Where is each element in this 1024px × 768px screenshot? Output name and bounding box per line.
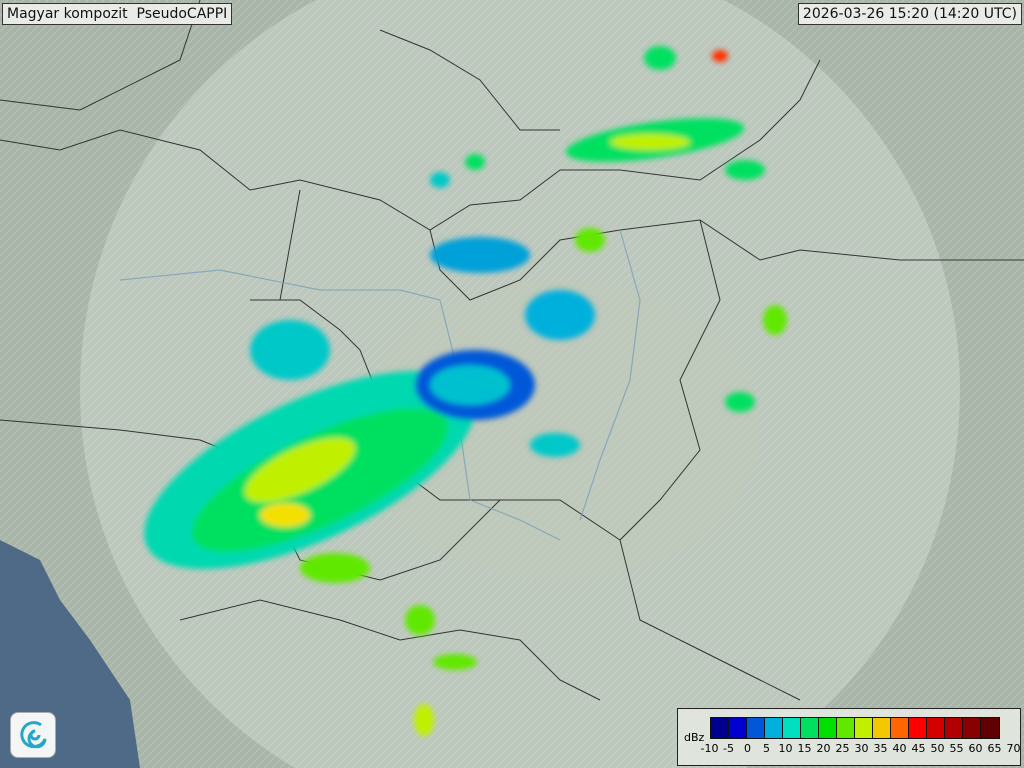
legend-swatch <box>927 718 945 738</box>
legend-tick: 10 <box>778 742 793 755</box>
timestamp: 2026-03-26 15:20 (14:20 UTC) <box>797 3 1022 25</box>
precipitation-echoes <box>144 46 787 736</box>
legend-tick: 55 <box>949 742 964 755</box>
legend-ticks: -10 -5 0 5 10 15 20 25 30 35 40 45 50 55 60 65 70 <box>700 742 1023 755</box>
legend-swatch <box>963 718 981 738</box>
legend-unit: dBz <box>684 731 705 744</box>
legend-tick: 45 <box>911 742 926 755</box>
legend-tick: 30 <box>854 742 869 755</box>
legend-swatch <box>819 718 837 738</box>
legend-tick: 5 <box>763 742 770 755</box>
swirl-logo-icon <box>10 712 56 758</box>
legend-tick: 0 <box>744 742 751 755</box>
legend-swatch <box>765 718 783 738</box>
legend-swatch <box>981 718 999 738</box>
legend-tick: 50 <box>930 742 945 755</box>
legend-swatch <box>891 718 909 738</box>
legend-tick: -10 <box>700 742 719 755</box>
legend-tick: 40 <box>892 742 907 755</box>
legend-swatch <box>945 718 963 738</box>
legend-swatch <box>909 718 927 738</box>
adriatic-sea <box>0 540 140 768</box>
legend-tick: 65 <box>987 742 1002 755</box>
legend-swatch <box>711 718 729 738</box>
legend-tick: 70 <box>1006 742 1021 755</box>
dbz-legend: dBz -10 -5 0 5 10 15 20 25 30 35 40 45 50 55 60 65 70 <box>677 708 1021 766</box>
legend-swatch <box>837 718 855 738</box>
legend-swatch <box>729 718 747 738</box>
legend-swatch <box>855 718 873 738</box>
legend-swatch <box>747 718 765 738</box>
legend-tick: 35 <box>873 742 888 755</box>
color-scale <box>710 717 1000 739</box>
legend-swatch <box>801 718 819 738</box>
map-title: Magyar kompozit PseudoCAPPI <box>2 3 233 25</box>
legend-swatch <box>873 718 891 738</box>
legend-tick: 25 <box>835 742 850 755</box>
legend-tick: -5 <box>723 742 734 755</box>
legend-tick: 60 <box>968 742 983 755</box>
legend-swatch <box>783 718 801 738</box>
legend-tick: 15 <box>797 742 812 755</box>
legend-tick: 20 <box>816 742 831 755</box>
rivers <box>119 229 641 541</box>
